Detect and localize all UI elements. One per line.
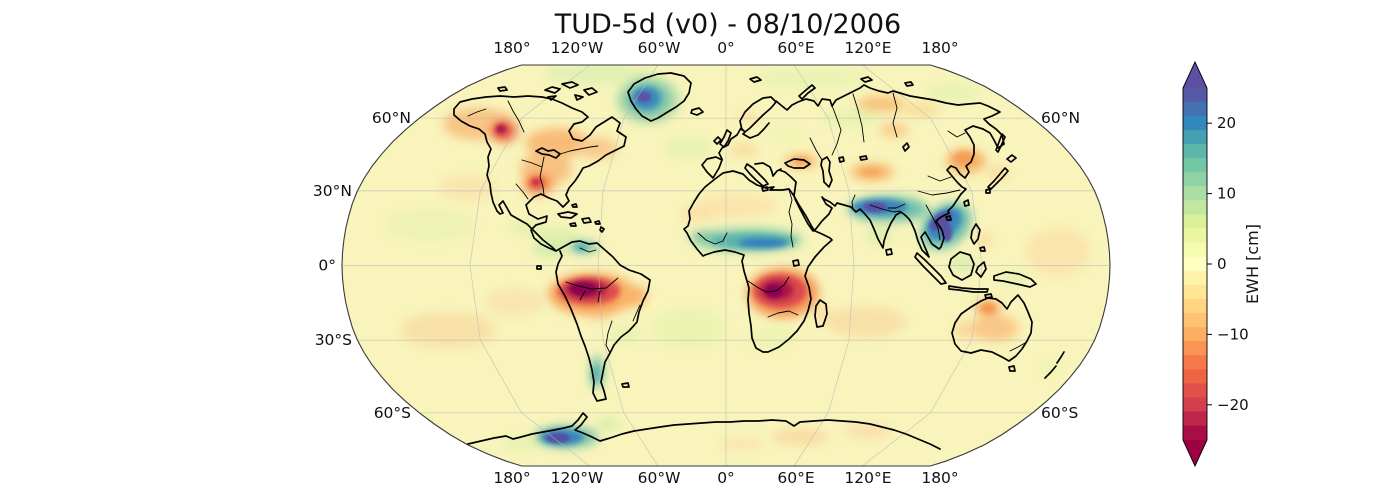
colorbar-arrow-up (1183, 62, 1207, 88)
lon-label-top-5: 120°E (844, 39, 891, 57)
colorbar-tick-label-0: 20 (1217, 114, 1236, 132)
map-boundary (341, 64, 1111, 467)
colorbar-axis-label: EWH [cm] (1243, 224, 1262, 304)
colorbar-step (1183, 158, 1207, 173)
lon-label-bottom-3: 0° (717, 469, 735, 487)
lon-label-bottom-5: 120°E (844, 469, 891, 487)
colorbar-step (1183, 242, 1207, 258)
lat-label-left-2: 0° (318, 257, 336, 275)
colorbar-step (1183, 397, 1207, 413)
lon-label-bottom-1: 120°W (551, 469, 604, 487)
colorbar-step (1183, 284, 1207, 300)
axis-labels: 180° 180° 120°W 120°W 60°W 60°W 0° 0° 60°E 60°E 12… (313, 39, 1080, 487)
colorbar-step (1183, 256, 1207, 272)
colorbar-step (1183, 369, 1207, 384)
colorbar-step (1183, 327, 1207, 342)
lon-label-bottom-6: 180° (921, 469, 958, 487)
colorbar-step (1183, 144, 1207, 159)
lon-label-top-2: 60°W (638, 39, 681, 57)
lon-label-bottom-4: 60°E (777, 469, 814, 487)
colorbar: 20 10 0 −10 −20 EWH [cm] (1182, 60, 1262, 468)
lon-label-bottom-2: 60°W (638, 469, 681, 487)
colorbar-arrow-down (1183, 440, 1207, 466)
colorbar-step (1183, 383, 1207, 399)
figure-title: TUD-5d (v0) - 08/10/2006 (554, 9, 901, 40)
colorbar-step (1183, 186, 1207, 201)
colorbar-outline (1182, 60, 1208, 468)
lon-label-bottom-0: 180° (493, 469, 530, 487)
lat-label-left-0: 60°N (372, 109, 411, 127)
colorbar-step (1183, 312, 1207, 328)
colorbar-step (1183, 101, 1207, 117)
colorbar-step (1183, 115, 1207, 131)
rivers (467, 92, 1026, 354)
colorbar-step (1183, 87, 1207, 103)
colorbar-step (1183, 425, 1207, 441)
colorbar-step (1183, 298, 1207, 314)
lon-label-top-3: 0° (717, 39, 735, 57)
colorbar-tick-label-4: −20 (1217, 396, 1249, 414)
colorbar-step (1183, 411, 1207, 427)
colorbar-tick-label-3: −10 (1217, 325, 1249, 343)
lon-label-top-4: 60°E (777, 39, 814, 57)
lon-label-top-6: 180° (921, 39, 958, 57)
lat-label-right-0: 60°N (1041, 109, 1080, 127)
colorbar-step (1183, 129, 1207, 145)
lon-label-top-1: 120°W (551, 39, 604, 57)
lon-label-top-0: 180° (493, 39, 530, 57)
lat-label-left-3: 30°S (315, 331, 352, 349)
colorbar-step (1183, 341, 1207, 356)
coastlines (453, 72, 1065, 450)
colorbar-step (1183, 270, 1207, 286)
colorbar-step (1183, 172, 1207, 187)
colorbar-step (1183, 214, 1207, 230)
colorbar-tick-label-2: 0 (1217, 255, 1227, 273)
colorbar-step (1183, 200, 1207, 216)
colorbar-tick-label-1: 10 (1217, 185, 1236, 203)
colorbar-step (1183, 355, 1207, 370)
colorbar-step (1183, 228, 1207, 244)
lat-label-left-1: 30°N (313, 182, 352, 200)
world-map (342, 65, 1110, 466)
lat-label-left-4: 60°S (374, 404, 411, 422)
lat-label-right-1: 60°S (1041, 404, 1078, 422)
